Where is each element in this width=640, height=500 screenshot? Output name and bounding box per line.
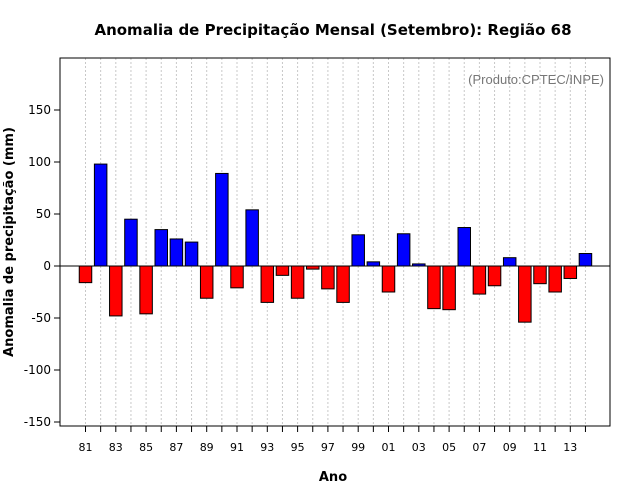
x-tick-label: 99 <box>351 441 365 454</box>
bar-13 <box>563 265 578 279</box>
y-tick-label: -100 <box>24 363 51 377</box>
bar-83 <box>109 265 123 317</box>
bar-10 <box>518 265 532 323</box>
bar-86 <box>154 229 168 267</box>
bar-12 <box>548 265 562 293</box>
bar-90 <box>215 172 229 267</box>
bar-08 <box>487 265 502 287</box>
bar-97 <box>321 265 335 290</box>
bar-82 <box>93 163 108 267</box>
y-tick-label: 50 <box>36 207 51 221</box>
bar-00 <box>366 261 381 267</box>
x-tick-label: 93 <box>260 441 274 454</box>
bar-09 <box>502 257 517 267</box>
x-tick-label: 11 <box>533 441 547 454</box>
bar-85 <box>139 265 153 315</box>
bar-95 <box>290 265 305 299</box>
bar-11 <box>533 265 547 285</box>
y-tick-label: 0 <box>43 259 51 273</box>
bar-91 <box>230 265 244 289</box>
x-tick-label: 85 <box>139 441 153 454</box>
bar-98 <box>336 265 350 303</box>
bar-01 <box>381 265 396 293</box>
x-tick-label: 81 <box>79 441 93 454</box>
y-tick-label: 100 <box>28 155 51 169</box>
bar-88 <box>184 241 199 267</box>
x-tick-label: 83 <box>109 441 123 454</box>
x-tick-label: 91 <box>230 441 244 454</box>
x-tick-label: 01 <box>382 441 396 454</box>
bar-14 <box>578 253 593 267</box>
bar-05 <box>442 265 456 311</box>
bar-81 <box>78 265 93 284</box>
x-tick-label: 89 <box>200 441 214 454</box>
y-tick-label: -50 <box>31 311 51 325</box>
bar-03 <box>412 263 426 267</box>
bar-02 <box>396 233 411 267</box>
y-tick-label: 150 <box>28 103 51 117</box>
x-tick-label: 13 <box>563 441 577 454</box>
bar-04 <box>427 265 441 310</box>
bars <box>78 163 593 323</box>
bar-06 <box>457 227 471 267</box>
bar-99 <box>351 234 365 267</box>
bar-84 <box>124 218 138 267</box>
x-tick-label: 07 <box>472 441 486 454</box>
x-tick-label: 97 <box>321 441 335 454</box>
bar-94 <box>275 265 290 276</box>
x-axis: 81 83 85 87 89 91 93 95 97 99 01 03 05 07 09 11 13 <box>79 426 586 454</box>
y-tick-label: -150 <box>24 415 51 429</box>
plot-frame <box>59 57 611 427</box>
bar-87 <box>169 238 184 267</box>
x-axis-title: Ano <box>319 470 347 485</box>
x-tick-label: 95 <box>291 441 305 454</box>
bar-96 <box>306 265 320 270</box>
y-axis: -150 -100 -50 0 50 100 150 <box>24 103 60 429</box>
x-tick-label: 03 <box>412 441 426 454</box>
source-annotation: (Produto:CPTEC/INPE) <box>468 72 604 87</box>
bar-93 <box>260 265 275 303</box>
y-axis-title: Anomalia de precipitação (mm) <box>2 127 17 357</box>
chart-title: Anomalia de Precipitação Mensal (Setembr… <box>94 21 571 39</box>
x-tick-label: 87 <box>169 441 183 454</box>
bar-07 <box>472 265 487 295</box>
bar-92 <box>245 209 259 267</box>
x-tick-label: 09 <box>503 441 517 454</box>
x-tick-label: 05 <box>442 441 456 454</box>
bar-89 <box>199 265 214 299</box>
